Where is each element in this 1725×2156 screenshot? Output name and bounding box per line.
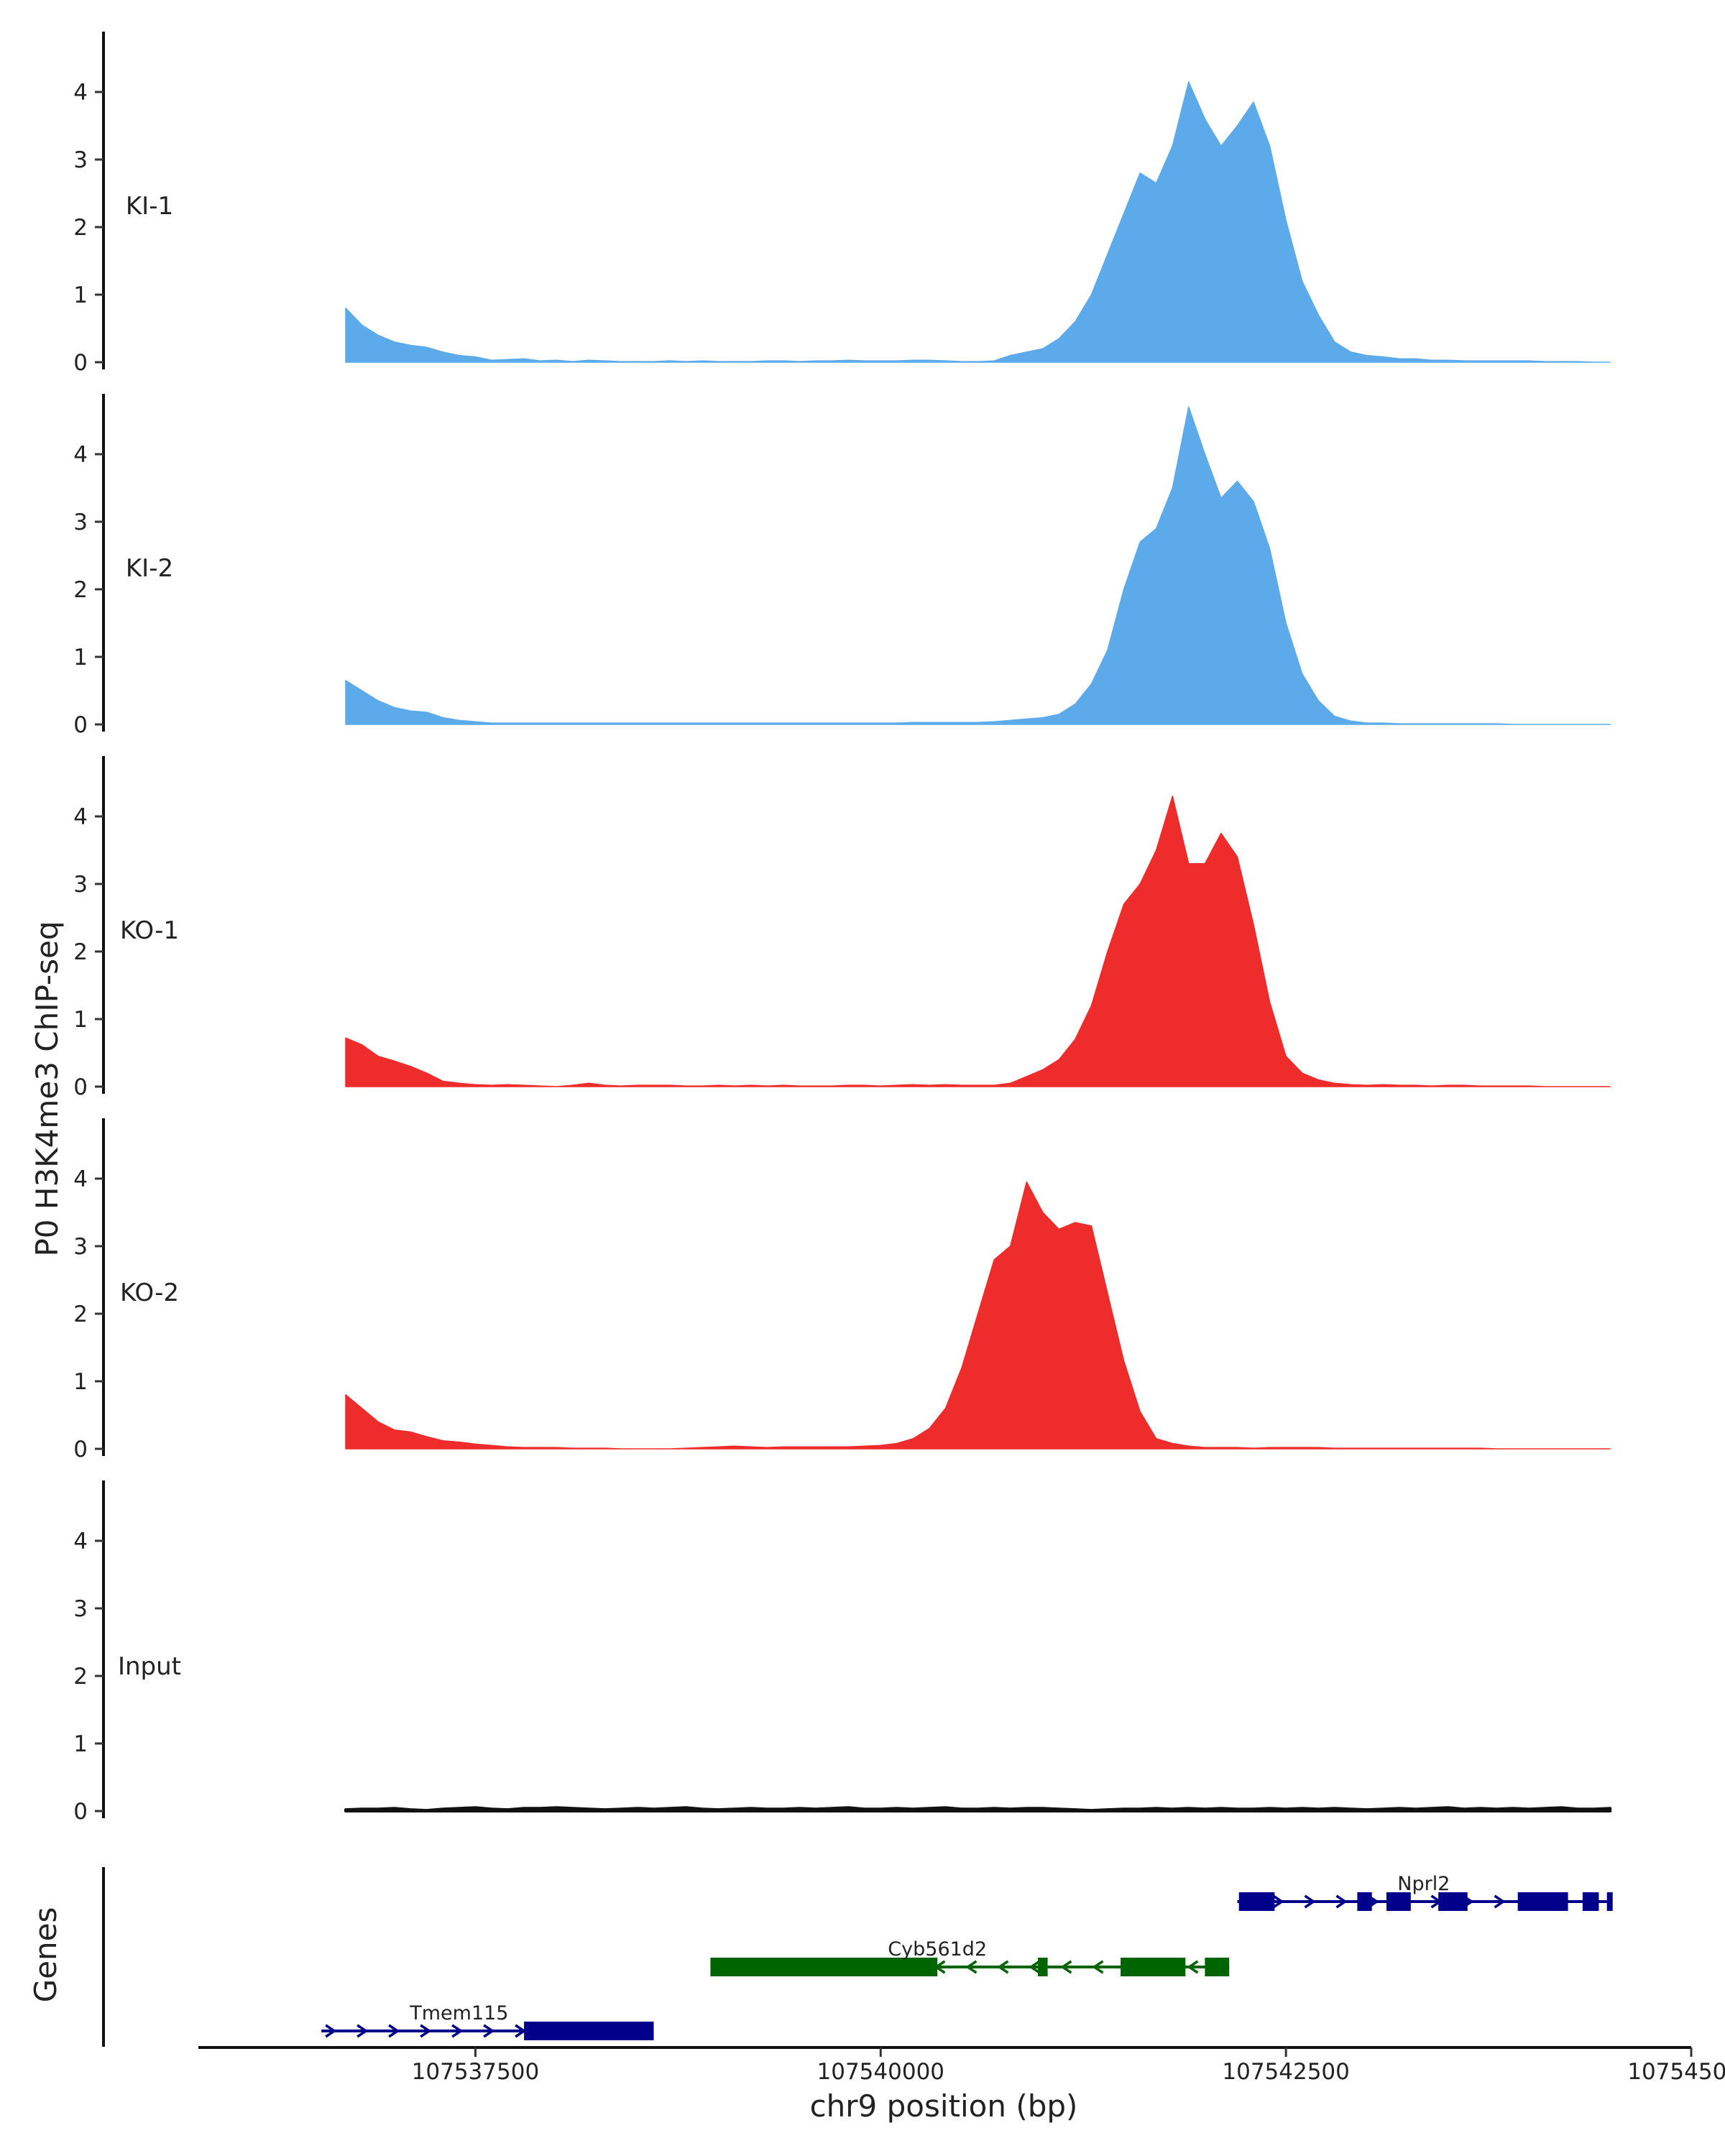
strand-arrow <box>1187 1960 1199 1974</box>
y-tick-label: 4 <box>73 442 88 468</box>
gene-exon <box>1121 1958 1186 1976</box>
coverage-area <box>345 796 1611 1087</box>
strand-arrow <box>1335 1894 1348 1909</box>
y-tick-label: 3 <box>73 510 88 535</box>
strand-arrow <box>1494 1894 1506 1909</box>
x-tick-label: 107540000 <box>817 2059 945 2085</box>
track-ko-1: 0 1 2 3 4 KO-1 <box>73 756 1611 1100</box>
y-tick-label: 4 <box>73 804 88 830</box>
y-tick-label: 0 <box>73 1074 88 1100</box>
y-tick-label: 3 <box>73 872 88 898</box>
strand-arrow <box>997 1960 1009 1974</box>
y-tick-label: 3 <box>73 1234 88 1260</box>
gene-exon <box>524 2022 654 2040</box>
strand-arrow <box>388 2024 400 2038</box>
y-tick-label: 1 <box>73 1731 88 1757</box>
gene-nprl2: Nprl2 <box>1237 1873 1613 1911</box>
track-ko-2: 0 1 2 3 4 KO-2 <box>73 1118 1611 1462</box>
gene-tmem115: Tmem115 <box>321 2002 654 2040</box>
y-tick-label: 3 <box>73 1596 88 1622</box>
y-tick-label: 1 <box>73 282 88 308</box>
y-tick-label: 1 <box>73 1369 88 1395</box>
y-tick-label: 0 <box>73 1799 88 1825</box>
coverage-area <box>345 406 1611 725</box>
track-ki-1: 0 1 2 3 4 KI-1 <box>73 32 1611 376</box>
y-tick-label: 4 <box>73 1166 88 1192</box>
strand-arrow <box>1304 1894 1316 1909</box>
y-tick-label: 2 <box>73 939 88 965</box>
gene-cyb561d2: Cyb561d2 <box>710 1938 1230 1976</box>
y-axis-title: P0 H3K4me3 ChIP-seq <box>29 921 65 1256</box>
x-tick-label: 107537500 <box>412 2059 540 2085</box>
gene-exon <box>1205 1958 1230 1976</box>
coverage-area <box>345 81 1611 363</box>
y-tick-label: 0 <box>73 350 88 376</box>
y-tick-label: 3 <box>73 147 88 173</box>
gene-name-label: Cyb561d2 <box>888 1938 987 1961</box>
strand-arrow <box>965 1960 978 1974</box>
strand-arrow <box>483 2024 495 2038</box>
coverage-area <box>344 1806 1612 1812</box>
gene-name-label: Nprl2 <box>1397 1873 1450 1895</box>
gene-exon <box>1438 1892 1468 1911</box>
strand-arrow <box>1060 1960 1072 1974</box>
coverage-area <box>345 1181 1611 1450</box>
gene-exon <box>1386 1892 1411 1911</box>
track-label: KO-2 <box>120 1279 179 1307</box>
gene-exon <box>1582 1892 1599 1911</box>
track-label: KO-1 <box>120 916 179 945</box>
y-tick-label: 0 <box>73 712 88 738</box>
gene-exon <box>710 1958 938 1976</box>
gene-exon <box>1517 1892 1568 1911</box>
gene-exon <box>1357 1892 1372 1911</box>
strand-arrow <box>1272 1894 1284 1909</box>
y-tick-label: 4 <box>73 1529 88 1554</box>
y-tick-label: 2 <box>73 215 88 241</box>
track-input: 0 1 2 3 4 Input <box>73 1480 1612 1825</box>
y-tick-label: 2 <box>73 577 88 603</box>
y-tick-label: 1 <box>73 645 88 671</box>
strand-arrow <box>1029 1960 1041 1974</box>
gene-name-label: Tmem115 <box>409 2002 508 2024</box>
track-label: KI-1 <box>126 192 173 221</box>
gene-track-title: Genes <box>28 1907 63 2003</box>
x-tick-label: 107542500 <box>1222 2059 1350 2085</box>
y-tick-label: 4 <box>73 80 88 106</box>
y-tick-label: 2 <box>73 1302 88 1327</box>
y-tick-label: 1 <box>73 1007 88 1033</box>
x-axis-title: chr9 position (bp) <box>810 2088 1078 2124</box>
y-tick-label: 0 <box>73 1437 88 1462</box>
y-tick-label: 2 <box>73 1664 88 1690</box>
gene-exon <box>1238 1892 1275 1911</box>
track-label: KI-2 <box>126 554 173 583</box>
track-label: Input <box>118 1652 181 1681</box>
strand-arrow <box>356 2024 369 2038</box>
strand-arrow <box>451 2024 464 2038</box>
track-ki-2: 0 1 2 3 4 KI-2 <box>73 394 1611 738</box>
x-tick-label: 107545000 <box>1627 2059 1725 2085</box>
strand-arrow <box>325 2024 337 2038</box>
x-axis: 107537500 107540000 107542500 107545000 <box>198 2046 1725 2085</box>
strand-arrow <box>1092 1960 1104 1974</box>
gene-track: Nprl2 Cyb561d2 Tmem115 <box>102 1867 1613 2047</box>
gene-exon <box>1038 1958 1048 1976</box>
strand-arrow <box>420 2024 432 2038</box>
gene-exon <box>1606 1892 1613 1911</box>
coverage-tracks: 0 1 2 3 4 KI-1 0 1 2 3 4 KI-2 0 1 2 3 4 KO-1 0 1 2 3 4 KO-2 0 1 2 3… <box>73 32 1612 1825</box>
